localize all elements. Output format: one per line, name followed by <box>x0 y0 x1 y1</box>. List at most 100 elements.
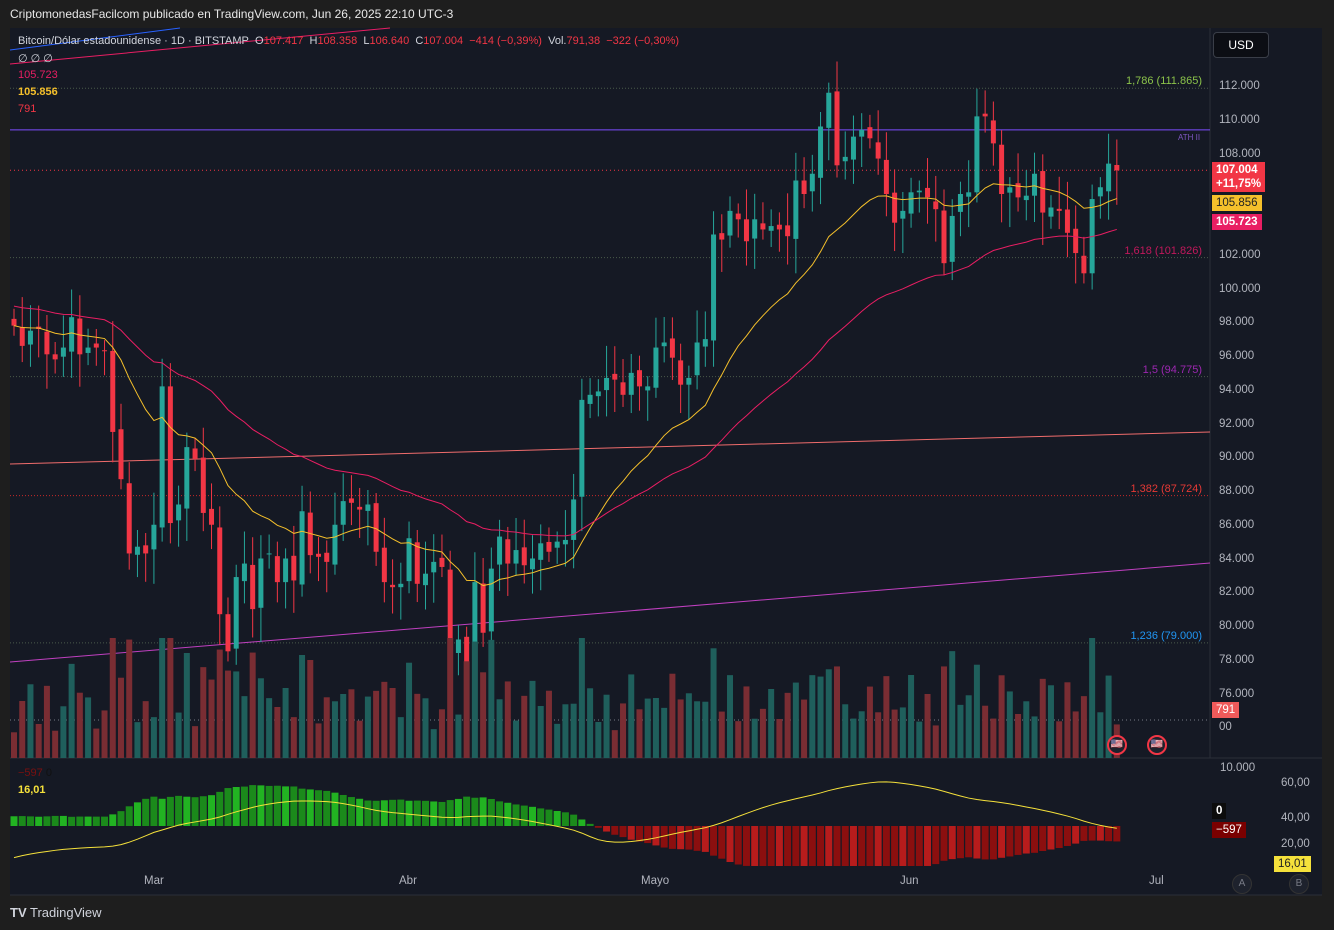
volume-bar <box>661 707 668 758</box>
volume-bar <box>27 684 34 758</box>
oscillator-bar <box>282 786 290 826</box>
volume-bar <box>19 701 26 758</box>
us-flag-event-icon[interactable]: 🇺🇸 <box>1147 735 1167 755</box>
candle-body <box>340 501 346 525</box>
volume-bar <box>998 675 1005 758</box>
candle-body <box>398 583 404 588</box>
price-axis-label: 90.000 <box>1219 451 1255 464</box>
volume-bar <box>134 722 141 758</box>
candle-body <box>604 377 610 391</box>
candle-body <box>1040 171 1046 213</box>
candle-body <box>93 343 99 348</box>
price-axis-label: 98.000 <box>1219 316 1255 329</box>
volume-bar <box>455 714 462 758</box>
candle-body <box>1048 207 1054 217</box>
candle-body <box>151 524 157 550</box>
candle-body <box>1056 208 1062 211</box>
time-label-jun: Jun <box>900 875 919 887</box>
last-price-tag: 107.004 +11,75% <box>1212 162 1266 192</box>
ma-yellow-value: 105.856 <box>18 86 58 98</box>
volume-bar <box>891 709 898 758</box>
us-flag-event-icon[interactable]: 🇺🇸 <box>1107 735 1127 755</box>
oscillator-bar <box>710 826 718 856</box>
oscillator-bar <box>35 816 43 826</box>
volume-bar <box>578 638 585 758</box>
oscillator-bar <box>430 801 438 826</box>
volume-bar <box>216 649 223 758</box>
candle-body <box>595 391 601 397</box>
oscillator-bar <box>454 798 462 826</box>
volume-bar <box>669 673 676 758</box>
oscillator-bar <box>603 826 611 832</box>
volume-bar <box>1072 711 1079 758</box>
candle-body <box>1023 195 1029 201</box>
fib-level-label: 1,618 (101.826) <box>1124 244 1202 257</box>
osc-zero-value: 0 <box>45 767 52 779</box>
candle-body <box>883 159 889 194</box>
auto-scale-button[interactable]: A <box>1232 874 1252 894</box>
oscillator-bar <box>1113 826 1121 842</box>
oscillator-bar <box>635 826 643 842</box>
candle-body <box>562 539 568 545</box>
volume-bar <box>677 699 684 758</box>
volume-bar <box>356 720 363 758</box>
volume-bar <box>529 680 536 758</box>
candle-body <box>118 429 124 480</box>
volume-bar <box>471 641 478 758</box>
candle-body <box>472 582 478 693</box>
oscillator-bar <box>422 800 429 826</box>
candle-body <box>636 370 642 387</box>
price-axis-label: 110.000 <box>1219 113 1260 126</box>
currency-button[interactable]: USD <box>1213 32 1269 58</box>
candle-body <box>587 394 593 404</box>
time-label-jul: Jul <box>1149 875 1164 887</box>
candle-body <box>225 614 231 652</box>
oscillator-bar <box>726 826 734 862</box>
oscillator-bar <box>701 826 709 852</box>
osc-axis-top: 10.000 <box>1220 762 1256 774</box>
price-axis-label: 82.000 <box>1219 586 1255 599</box>
volume-bar <box>35 724 42 758</box>
volume-bar <box>694 701 701 758</box>
indicator-row[interactable]: ∅ ∅ ∅ <box>18 53 53 65</box>
volume-bar <box>438 709 445 758</box>
open-value: 107.417 <box>263 35 304 47</box>
volume-bar <box>167 638 174 758</box>
candle-body <box>241 563 247 582</box>
oscillator-bar <box>561 812 569 826</box>
candle-body <box>571 499 577 540</box>
oscillator-bar <box>101 816 109 826</box>
candle-body <box>818 126 824 178</box>
candle-body <box>538 543 544 560</box>
volume-bar <box>702 701 709 758</box>
candle-body <box>11 318 17 326</box>
scale-b-button[interactable]: B <box>1289 874 1309 894</box>
candle-body <box>941 210 947 264</box>
symbol-name[interactable]: Bitcoin/Dólar estadounidense · 1D · BITS… <box>18 35 249 47</box>
volume-bar <box>735 721 742 758</box>
candle-body <box>949 215 955 262</box>
candle-body <box>167 386 173 524</box>
volume-change: −322 (−0,30%) <box>606 35 680 47</box>
volume-bar <box>480 672 487 758</box>
oscillator-bar <box>1055 826 1063 848</box>
oscillator-bar <box>158 798 166 826</box>
volume-bar <box>117 677 124 758</box>
oscillator-bar <box>520 805 528 826</box>
volume-bar <box>1089 638 1096 758</box>
volume-bar <box>850 718 857 758</box>
symbol-legend: Bitcoin/Dólar estadounidense · 1D · BITS… <box>18 35 679 47</box>
oscillator-bar <box>594 826 602 828</box>
h-label: H <box>309 35 318 47</box>
oscillator-bar <box>413 800 421 826</box>
volume-bar <box>554 723 561 758</box>
volume-bar <box>406 662 413 758</box>
candle-body <box>916 190 922 193</box>
price-axis-label: 108.000 <box>1219 147 1261 160</box>
volume-bar <box>60 706 67 758</box>
candle-body <box>990 120 996 144</box>
oscillator-bar <box>825 826 833 866</box>
oscillator-bar <box>315 790 323 826</box>
oscillator-bar <box>1022 826 1030 854</box>
